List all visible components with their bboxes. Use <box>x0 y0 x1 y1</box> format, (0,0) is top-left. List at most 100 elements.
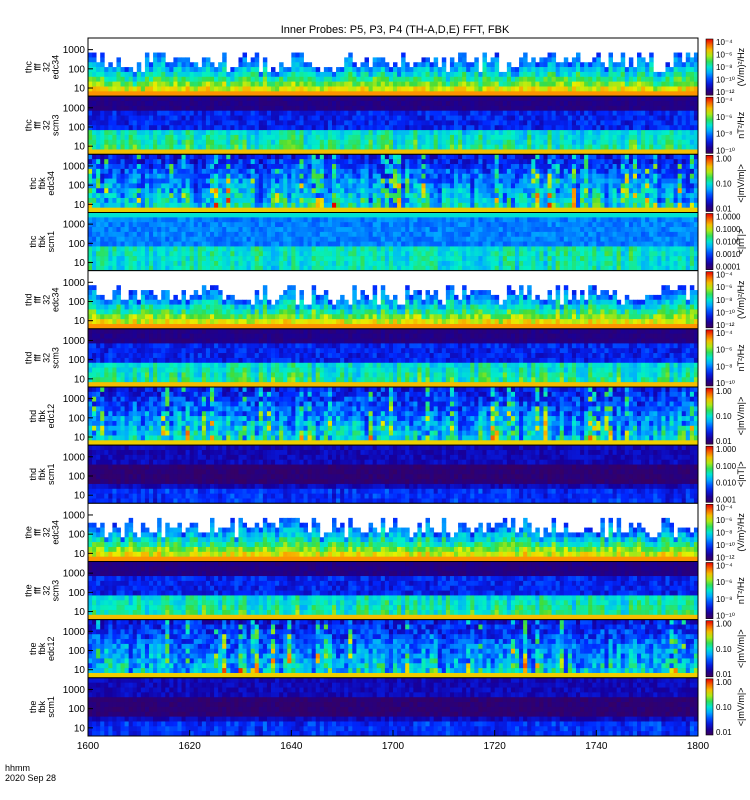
spectrogram-cell <box>144 149 150 155</box>
spectrogram-cell <box>348 62 353 68</box>
spectrogram-cell <box>291 144 296 150</box>
spectrogram-cell <box>478 183 483 189</box>
spectrogram-cell <box>185 130 191 136</box>
spectrogram-cell <box>510 67 516 73</box>
spectrogram-cell <box>210 197 215 204</box>
spectrogram-cell <box>307 183 313 189</box>
spectrogram-cell <box>628 188 634 194</box>
spectrogram-cell <box>523 168 528 175</box>
spectrogram-cell <box>352 115 357 121</box>
spectrogram-cell <box>563 207 569 213</box>
spectrogram-cell <box>132 105 138 112</box>
spectrogram-cell <box>535 125 540 131</box>
spectrogram-cell <box>181 67 186 73</box>
spectrogram-cell <box>665 197 670 204</box>
spectrogram-cell <box>96 256 101 262</box>
spectrogram-cell <box>100 130 105 136</box>
spectrogram-cell <box>307 188 313 194</box>
spectrogram-cell <box>592 202 597 208</box>
spectrogram-cell <box>462 105 467 112</box>
panel-label-line: thc <box>24 61 34 74</box>
panel-label-line: thc <box>28 177 38 190</box>
spectrogram-cell <box>140 144 146 150</box>
spectrogram-cell <box>360 115 365 121</box>
spectrogram-cell <box>348 101 353 107</box>
spectrogram-cell <box>604 154 609 160</box>
spectrogram-cell <box>279 67 284 73</box>
spectrogram-cell <box>96 222 101 228</box>
spectrogram-cell <box>571 110 577 116</box>
spectrogram-cell <box>226 183 231 189</box>
spectrogram-cell <box>571 62 577 68</box>
spectrogram-cell <box>466 81 471 87</box>
spectrogram-cell <box>563 81 569 87</box>
spectrogram-cell <box>124 207 130 213</box>
spectrogram-cell <box>348 168 353 175</box>
spectrogram-cell <box>588 125 593 131</box>
spectrogram-cell <box>689 120 695 126</box>
spectrogram-cell <box>238 183 243 189</box>
spectrogram-cell <box>669 144 674 150</box>
spectrogram-cell <box>323 139 329 145</box>
spectrogram-cell <box>262 188 268 194</box>
spectrogram-cell <box>271 76 276 82</box>
spectrogram-cell <box>580 139 585 145</box>
spectrogram-cell <box>177 207 182 213</box>
spectrogram-cell <box>388 96 394 102</box>
spectrogram-cell <box>515 207 520 213</box>
spectrogram-cell <box>417 62 422 68</box>
spectrogram-cell <box>177 130 182 136</box>
spectrogram-cell <box>506 96 512 102</box>
spectrogram-cell <box>604 193 609 199</box>
spectrogram-cell <box>380 101 386 107</box>
spectrogram-cell <box>193 110 199 116</box>
spectrogram-cell <box>124 67 130 73</box>
spectrogram-cell <box>677 149 683 155</box>
spectrogram-cell <box>580 164 585 170</box>
spectrogram-cell <box>161 164 166 170</box>
spectrogram-cell <box>441 149 447 155</box>
spectrogram-cell <box>515 197 520 204</box>
spectrogram-cell <box>181 130 186 136</box>
spectrogram-cell <box>254 130 260 136</box>
spectrogram-cell <box>641 144 646 150</box>
spectrogram-cell <box>104 178 109 184</box>
spectrogram-cell <box>547 193 552 199</box>
spectrogram-cell <box>608 67 613 73</box>
spectrogram-cell <box>693 71 699 78</box>
spectrogram-cell <box>250 76 256 82</box>
spectrogram-cell <box>185 168 191 175</box>
spectrogram-cell <box>319 115 325 121</box>
spectrogram-cell <box>230 71 235 78</box>
spectrogram-cell <box>649 154 654 160</box>
spectrogram-cell <box>470 193 475 199</box>
spectrogram-cell <box>449 144 455 150</box>
spectrogram-cell <box>214 76 219 82</box>
spectrogram-cell <box>332 173 337 179</box>
spectrogram-cell <box>478 120 483 126</box>
spectrogram-cell <box>576 115 581 121</box>
spectrogram-cell <box>226 81 231 87</box>
spectrogram-cell <box>641 105 646 112</box>
spectrogram-cell <box>242 139 247 145</box>
spectrogram-cell <box>458 188 463 194</box>
spectrogram-cell <box>498 71 504 78</box>
spectrogram-cell <box>567 159 573 165</box>
spectrogram-cell <box>393 159 398 165</box>
spectrogram-cell <box>230 159 235 165</box>
spectrogram-cell <box>336 86 341 92</box>
spectrogram-cell <box>120 105 125 112</box>
spectrogram-cell <box>596 101 601 107</box>
spectrogram-cell <box>214 91 219 97</box>
spectrogram-cell <box>136 154 142 160</box>
spectrogram-cell <box>510 202 516 208</box>
spectrogram-cell <box>295 164 300 170</box>
spectrogram-cell <box>218 149 223 155</box>
spectrogram-cell <box>153 256 158 262</box>
spectrogram-cell <box>539 193 544 199</box>
spectrogram-cell <box>250 193 256 199</box>
spectrogram-cell <box>275 125 280 131</box>
spectrogram-cell <box>535 81 540 87</box>
spectrogram-cell <box>173 86 178 92</box>
spectrogram-cell <box>478 197 483 204</box>
